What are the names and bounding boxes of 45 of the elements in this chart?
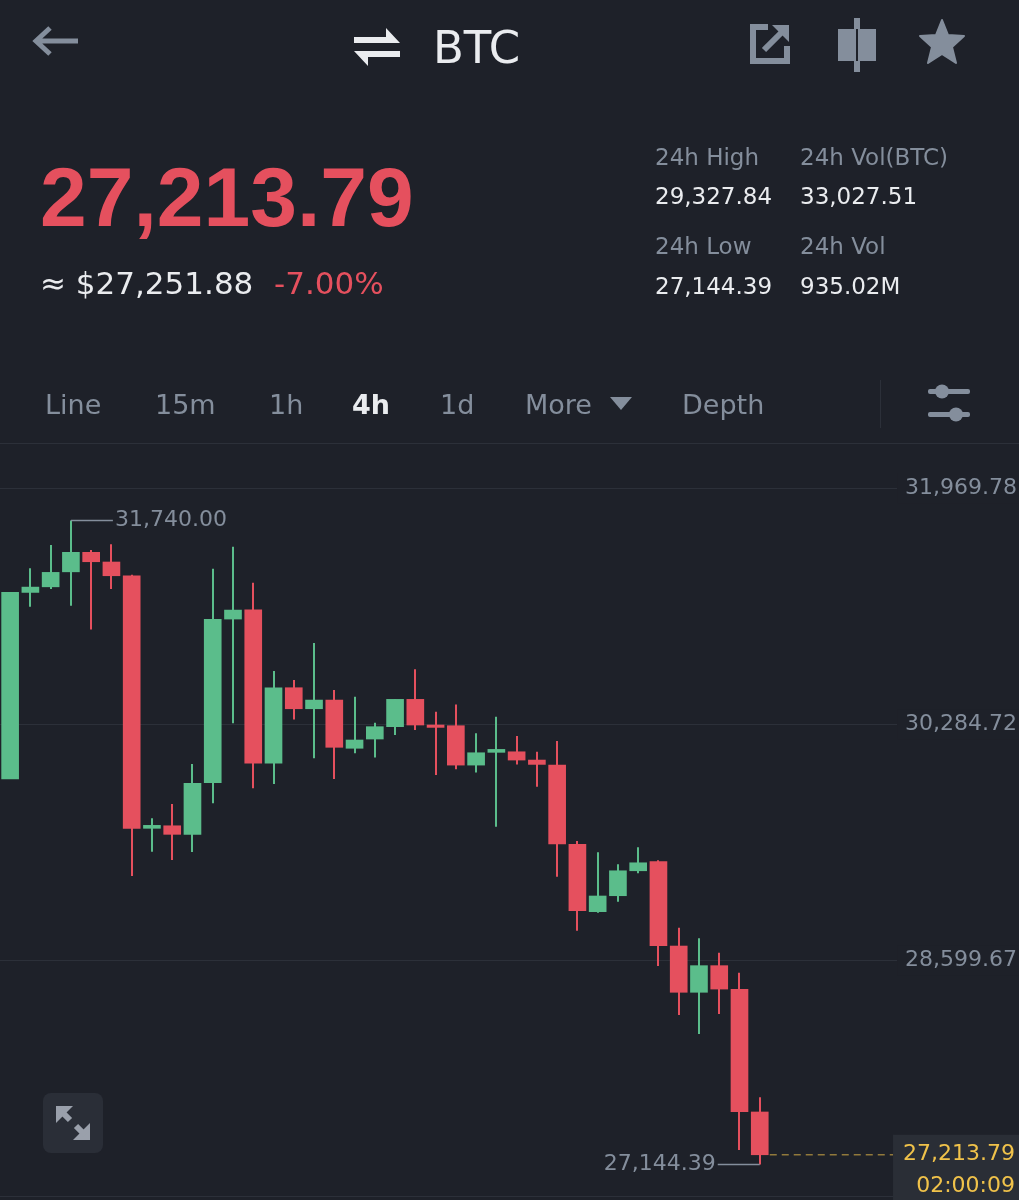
text: 24h Vol(BTC) xyxy=(800,143,949,172)
candlestick xyxy=(629,846,648,875)
candlestick xyxy=(487,715,506,828)
text: ≈ $27,251.88 xyxy=(40,264,254,302)
annotation: 31,740.00 xyxy=(114,506,227,532)
text: 935.02M xyxy=(800,272,901,301)
text: 24h Low xyxy=(655,232,752,261)
text: 4h xyxy=(352,388,391,422)
candlestick xyxy=(82,549,100,631)
text: More xyxy=(525,388,592,422)
candlestick xyxy=(163,803,182,861)
candlestick xyxy=(528,750,546,788)
candlestick xyxy=(365,721,384,759)
y-tick-label: 31,969.78 xyxy=(905,473,1017,499)
candlestick xyxy=(284,679,303,721)
candlestick xyxy=(467,732,485,774)
text: 27,213.79 xyxy=(40,150,414,244)
text: Depth xyxy=(682,388,765,422)
candlestick xyxy=(143,817,161,853)
annotation: 27,144.39 xyxy=(603,1150,716,1176)
text: 1d xyxy=(440,388,475,422)
candlestick xyxy=(426,710,445,777)
chart-title: BTC xyxy=(433,21,521,75)
y-tick-label: 28,599.67 xyxy=(905,946,1017,972)
text: 24h High xyxy=(655,143,760,172)
y-tick-label: 30,284.72 xyxy=(905,710,1017,736)
candlestick xyxy=(41,544,60,591)
candlestick xyxy=(224,545,242,725)
ref-line-label: 27,213.79 xyxy=(903,1140,1015,1166)
text: Line xyxy=(45,388,102,422)
text: 24h Vol xyxy=(800,232,886,261)
candlestick xyxy=(102,543,121,591)
candlestick xyxy=(62,519,80,607)
text: -7.00% xyxy=(274,264,384,302)
candlestick xyxy=(345,695,364,755)
annotation: 02:00:09 xyxy=(916,1172,1015,1198)
candlestick xyxy=(21,567,40,608)
candlestick xyxy=(588,851,607,914)
text: 27,144.39 xyxy=(655,272,773,301)
candlestick xyxy=(507,735,526,766)
candlestick xyxy=(305,642,323,760)
text: 33,027.51 xyxy=(800,182,918,211)
text: 29,327.84 xyxy=(655,182,773,211)
text: 1h xyxy=(269,388,304,422)
text: 15m xyxy=(155,388,216,422)
